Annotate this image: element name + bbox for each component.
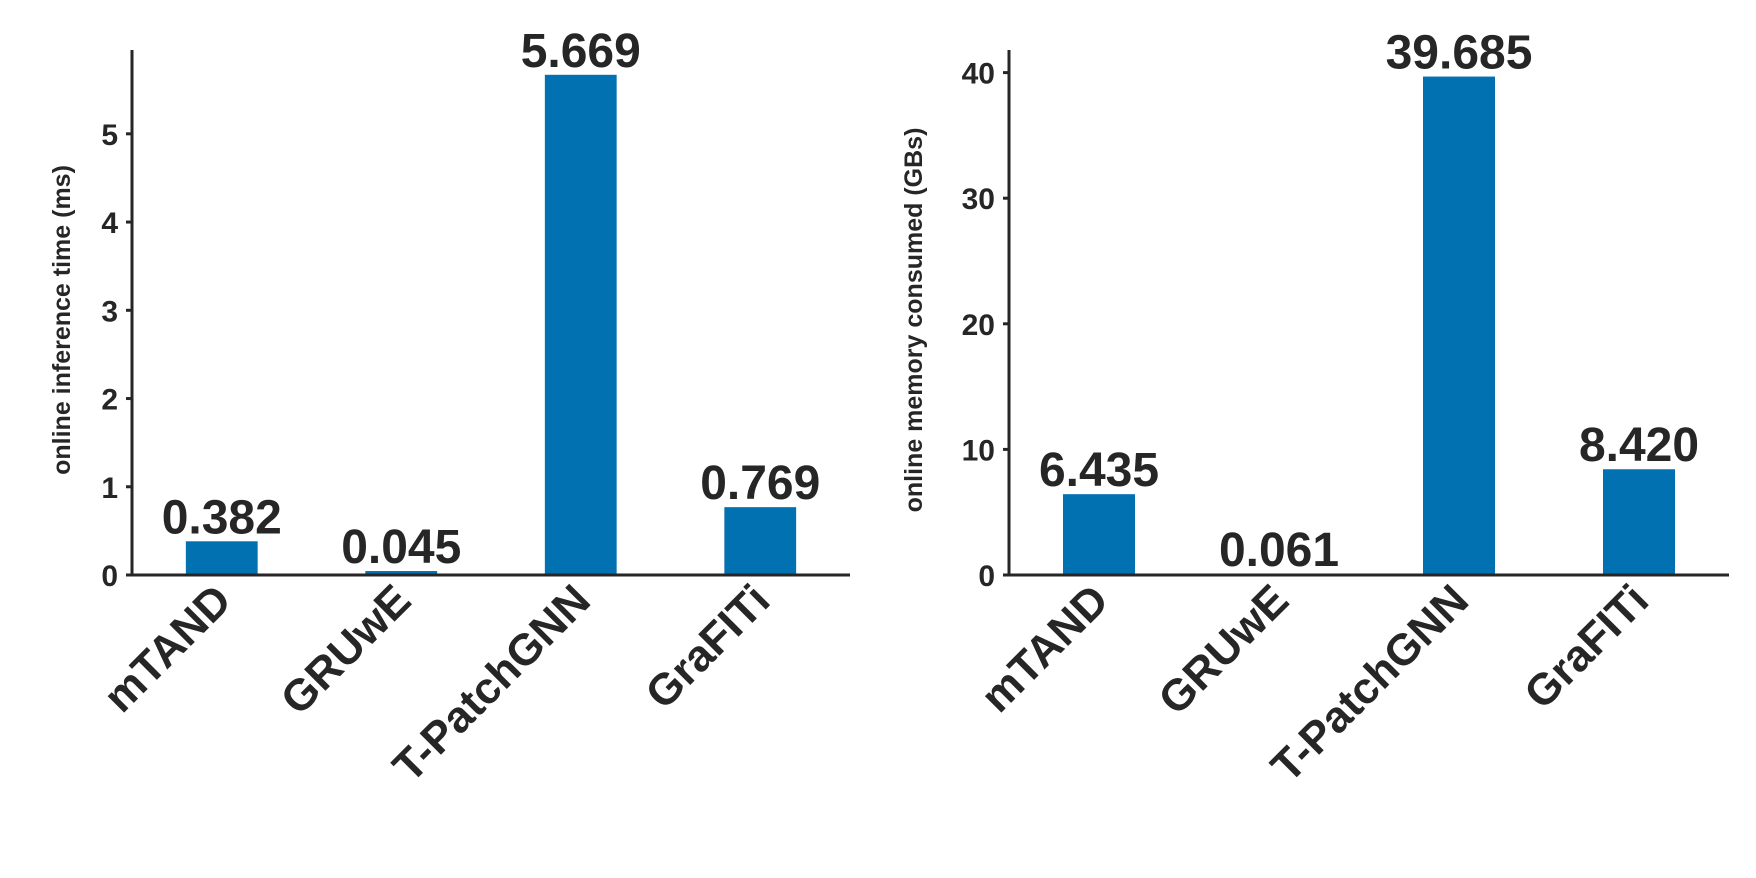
inference-time-chart: online inference time (ms) 0.382 mTAND 0.0…: [48, 25, 850, 792]
y-tick-label: 30: [962, 183, 995, 216]
bar-value-label: 8.420: [1579, 419, 1699, 472]
y-tick-label: 1: [101, 472, 118, 505]
bar: [365, 571, 438, 575]
x-tick-label: GraFITi: [636, 575, 779, 718]
bar-value-label: 0.045: [341, 521, 461, 574]
bar: [1423, 76, 1495, 575]
y-tick-label: 2: [101, 384, 118, 417]
bar-value-label: 0.061: [1219, 524, 1339, 577]
y-tick-label: 40: [962, 58, 995, 91]
bar: [724, 507, 797, 575]
y-tick-label: 5: [101, 119, 118, 152]
y-axis-title: online inference time (ms): [48, 165, 76, 475]
bar: [185, 541, 258, 575]
bar-value-label: 6.435: [1039, 444, 1159, 497]
bar-value-label: 0.769: [700, 457, 820, 510]
x-tick-label: GraFITi: [1515, 575, 1658, 718]
x-tick-label: mTAND: [94, 575, 240, 721]
y-tick-label: 20: [962, 309, 995, 342]
x-tick-label: GRUwE: [272, 575, 421, 724]
bar-value-label: 5.669: [521, 25, 641, 78]
bar: [544, 74, 617, 575]
y-tick-label: 0: [978, 560, 995, 593]
y-tick-label: 4: [101, 207, 118, 240]
y-tick-label: 0: [101, 560, 118, 593]
bar-value-label: 39.685: [1386, 27, 1533, 80]
bar: [1603, 469, 1675, 575]
x-tick-label: mTAND: [972, 575, 1118, 721]
y-tick-label: 3: [101, 295, 118, 328]
y-tick-label: 10: [962, 434, 995, 467]
y-axis-title: online memory consumed (GBs): [900, 128, 928, 513]
bar: [1063, 494, 1135, 575]
bar-value-label: 0.382: [162, 491, 282, 544]
x-tick-label: GRUwE: [1149, 575, 1298, 724]
memory-chart: online memory consumed (GBs) 6.435mTAND0…: [900, 27, 1729, 792]
